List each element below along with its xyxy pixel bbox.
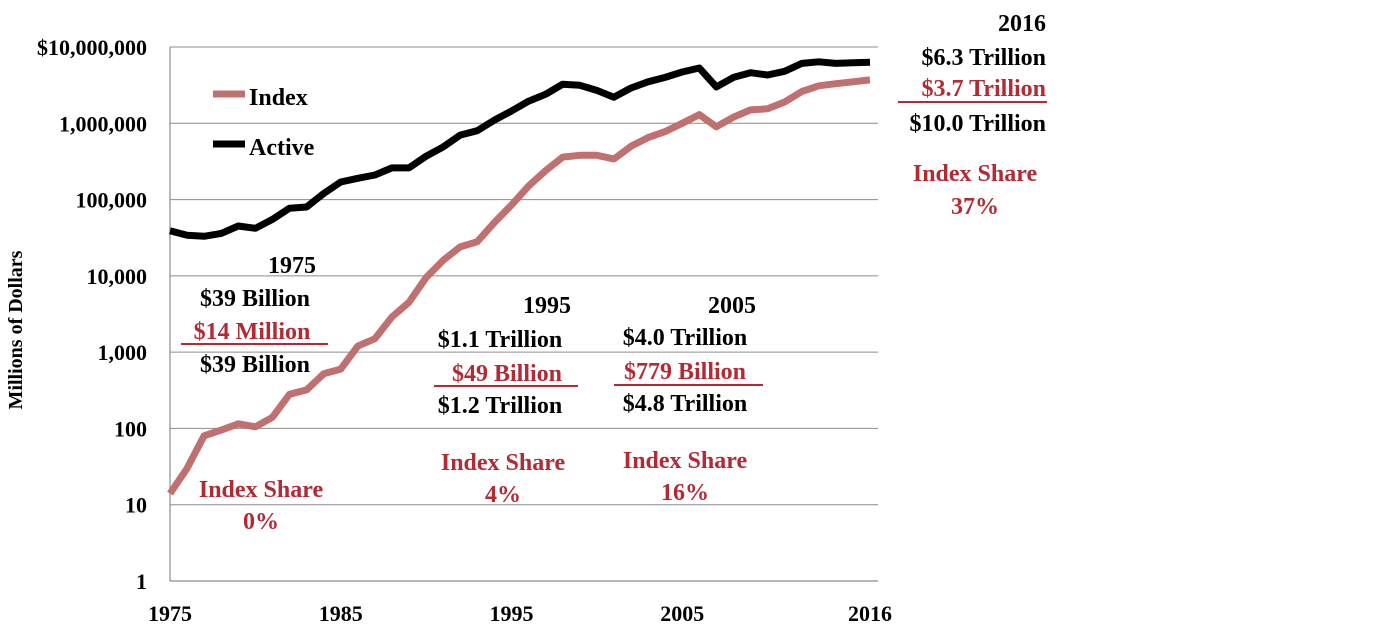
annotation-1975-index: $14 Million [194,319,311,345]
annotation-2016: 2016 $6.3 Trillion $3.7 Trillion $10.0 T… [898,11,1047,220]
annotation-2005: 2005 $4.0 Trillion $779 Billion $4.8 Tri… [614,293,763,506]
legend: Index Active [213,85,315,161]
annotation-2005-year: 2005 [708,293,756,319]
legend-label-active: Active [249,135,315,161]
y-tick-label: 1,000,000 [59,111,147,136]
annotation-2005-share: 16% [661,480,709,506]
x-tick-label: 1975 [148,601,192,626]
gridlines [170,46,878,506]
series-line-active [169,58,871,240]
annotation-1995: 1995 $1.1 Trillion $49 Billion $1.2 Tril… [434,293,578,508]
annotation-1995-share: 4% [485,482,521,508]
y-tick-labels: 1 10 100 1,000 10,000 100,000 1,000,000 $10,000… [37,35,147,594]
y-tick-label: 1 [136,569,147,594]
y-tick-label: 1,000 [98,340,148,365]
annotation-2016-index: $3.7 Trillion [922,76,1046,102]
annotation-1995-active: $1.1 Trillion [438,327,562,353]
x-tick-label: 2005 [660,601,704,626]
annotation-1975-share-label: Index Share [199,477,324,503]
y-tick-label: 10,000 [87,264,148,289]
annotation-1995-share-label: Index Share [441,450,566,476]
x-tick-label: 1995 [489,601,533,626]
annotation-1975-total: $39 Billion [200,352,310,378]
annotation-1975-year: 1975 [268,253,316,279]
annotation-1995-year: 1995 [523,293,571,319]
y-tick-label: 100 [114,416,147,441]
x-tick-label: 1985 [319,601,363,626]
annotation-2016-share: 37% [951,194,999,220]
annotation-2005-active: $4.0 Trillion [623,325,747,351]
annotation-2016-year: 2016 [998,11,1046,37]
x-tick-labels: 1975 1985 1995 2005 2016 [148,601,892,626]
annotation-2005-share-label: Index Share [623,448,748,474]
series-lines [167,58,871,496]
y-axis-label: Millions of Dollars [5,250,27,409]
annotation-1995-index: $49 Billion [452,361,562,387]
x-tick-label: 2016 [848,601,892,626]
annotation-1975: 1975 $39 Billion $14 Million $39 Billion… [181,253,328,535]
series-line-index [167,76,871,496]
annotation-2016-total: $10.0 Trillion [910,111,1046,137]
y-tick-label: 10 [125,493,147,518]
legend-label-index: Index [249,85,308,111]
annotation-2016-active: $6.3 Trillion [922,45,1046,71]
annotation-2005-index: $779 Billion [624,359,746,385]
annotation-1975-share: 0% [243,509,279,535]
y-tick-label: $10,000,000 [37,35,147,60]
annotation-2016-share-label: Index Share [913,161,1038,187]
annotation-1995-total: $1.2 Trillion [438,393,562,419]
y-tick-label: 100,000 [76,188,148,213]
annotation-1975-active: $39 Billion [200,286,310,312]
annotation-2005-total: $4.8 Trillion [623,391,747,417]
